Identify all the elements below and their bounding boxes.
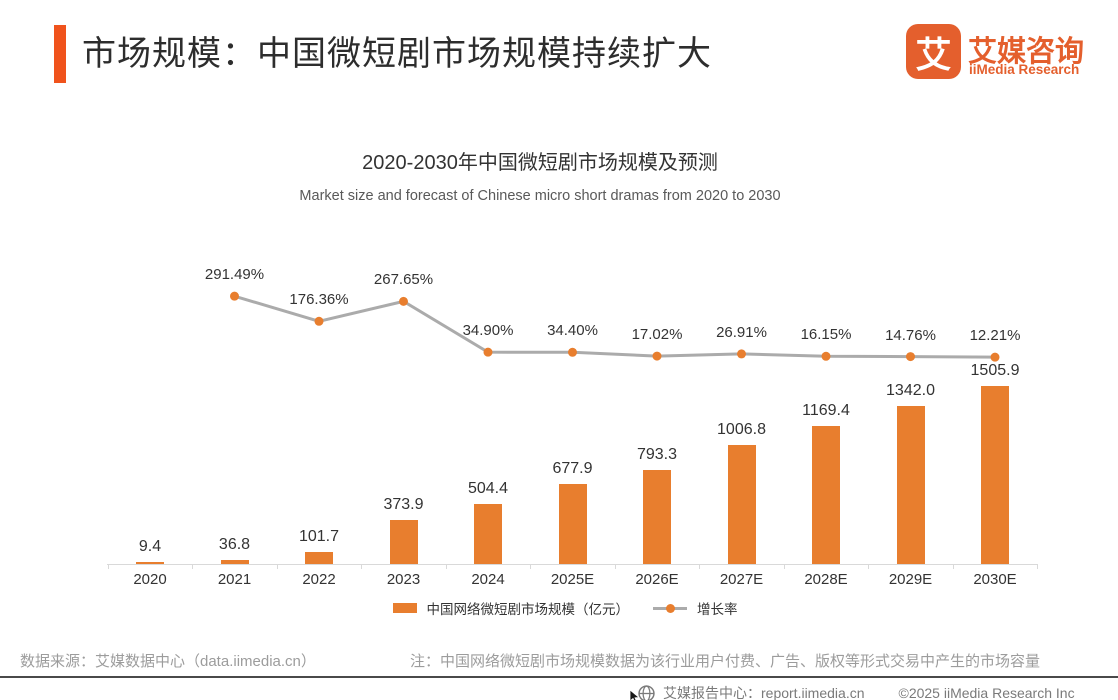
globe-icon bbox=[638, 684, 655, 700]
report-center-link[interactable]: 艾媒报告中心：report.iimedia.cn bbox=[663, 685, 865, 700]
growth-value-label: 26.91% bbox=[716, 323, 767, 341]
page-title: 市场规模：中国微短剧市场规模持续扩大 bbox=[82, 35, 712, 73]
x-axis-tick bbox=[192, 564, 194, 569]
growth-point-2028E bbox=[821, 351, 831, 361]
bar-2027E bbox=[727, 445, 756, 564]
x-axis-label: 2030E bbox=[973, 571, 1017, 588]
growth-value-label: 16.15% bbox=[800, 326, 852, 344]
copyright-text: ©2025 iiMedia Research Inc bbox=[898, 685, 1075, 700]
bar-2020 bbox=[136, 562, 164, 564]
x-axis-label: 2020 bbox=[133, 571, 167, 588]
data-source-text: 数据来源：艾媒数据中心（data.iimedia.cn） bbox=[20, 653, 316, 670]
x-axis-label: 2023 bbox=[386, 571, 421, 588]
x-axis-tick bbox=[530, 564, 532, 569]
x-axis-tick bbox=[107, 564, 109, 569]
footnote-text: 注：中国网络微短剧市场规模数据为该行业用户付费、广告、版权等形式交易中产生的市场… bbox=[410, 653, 1041, 670]
bar-2026E bbox=[643, 470, 671, 564]
growth-point-2030E bbox=[990, 352, 1000, 362]
x-axis-tick bbox=[614, 564, 616, 569]
bar-value-label: 101.7 bbox=[298, 527, 340, 545]
iimedia-logo: 艾 艾媒咨询 iiMedia Research bbox=[906, 24, 1106, 84]
bar-value-label: 36.8 bbox=[218, 535, 251, 553]
growth-point-2027E bbox=[737, 349, 746, 359]
growth-value-label: 34.90% bbox=[462, 322, 514, 340]
growth-point-2021 bbox=[230, 291, 239, 301]
bar-value-label: 9.4 bbox=[138, 538, 162, 555]
bar-value-label: 677.9 bbox=[552, 460, 593, 477]
bar-value-label: 1169.4 bbox=[802, 402, 850, 419]
growth-point-2022 bbox=[314, 316, 324, 326]
chart-title: 2020-2030年中国微短剧市场规模及预测 bbox=[362, 152, 718, 174]
growth-value-label: 267.65% bbox=[373, 271, 434, 289]
x-axis-tick bbox=[868, 564, 870, 569]
x-axis-label: 2025E bbox=[550, 571, 595, 588]
x-axis-tick bbox=[361, 564, 363, 569]
growth-value-label: 34.40% bbox=[547, 322, 598, 340]
growth-point-2023 bbox=[399, 296, 408, 306]
bar-value-label: 1342.0 bbox=[886, 381, 935, 399]
bar-value-label: 1006.8 bbox=[717, 421, 766, 439]
bar-2030E bbox=[981, 386, 1009, 564]
bar-value-label: 504.4 bbox=[467, 480, 509, 498]
bar-value-label: 793.3 bbox=[636, 446, 678, 464]
growth-value-label: 14.76% bbox=[885, 326, 936, 344]
x-axis-label: 2026E bbox=[635, 571, 679, 588]
line-series-marker-icon bbox=[653, 603, 687, 613]
chart-legend: 中国网络微短剧市场规模（亿元） 增长率 bbox=[0, 598, 1118, 618]
chart-subtitle: Market size and forecast of Chinese micr… bbox=[299, 188, 781, 204]
bar-2029E bbox=[896, 405, 925, 564]
x-axis-tick bbox=[952, 564, 954, 569]
bar-value-label: 373.9 bbox=[383, 495, 424, 513]
bar-2023 bbox=[389, 519, 418, 564]
logo-name-en: iiMedia Research bbox=[969, 62, 1080, 77]
bar-2025E bbox=[558, 484, 587, 564]
growth-value-label: 176.36% bbox=[289, 291, 349, 309]
growth-point-2029E bbox=[906, 352, 915, 362]
x-axis-tick bbox=[783, 564, 785, 569]
x-axis-label: 2021 bbox=[217, 571, 252, 588]
x-axis-tick bbox=[1037, 564, 1039, 569]
growth-point-2024 bbox=[483, 347, 493, 357]
iimedia-logo-icon: 艾 bbox=[906, 24, 961, 79]
x-axis-label: 2029E bbox=[888, 571, 933, 588]
x-axis-label: 2028E bbox=[804, 571, 848, 588]
bar-2021 bbox=[220, 559, 249, 564]
growth-value-label: 12.21% bbox=[969, 327, 1021, 345]
bar-value-label: 1505.9 bbox=[970, 362, 1020, 380]
x-axis-tick bbox=[276, 564, 278, 569]
growth-point-2026E bbox=[652, 351, 662, 361]
x-axis-tick bbox=[699, 564, 701, 569]
growth-value-label: 17.02% bbox=[631, 326, 683, 344]
bar-series-label: 中国网络微短剧市场规模（亿元） bbox=[426, 602, 630, 617]
growth-point-2025E bbox=[568, 347, 577, 357]
mouse-cursor-icon bbox=[629, 689, 641, 700]
x-axis-tick bbox=[445, 564, 447, 569]
footer-divider bbox=[0, 676, 1118, 678]
x-axis-label: 2027E bbox=[719, 571, 764, 588]
bar-2022 bbox=[305, 551, 333, 564]
bar-2028E bbox=[812, 426, 840, 564]
x-axis-line bbox=[107, 564, 1038, 565]
title-accent-bar bbox=[54, 25, 66, 83]
x-axis-label: 2024 bbox=[471, 571, 505, 588]
growth-value-label: 291.49% bbox=[204, 266, 265, 284]
bar-2024 bbox=[474, 504, 502, 564]
line-series-label: 增长率 bbox=[697, 602, 738, 617]
logo-name-cn: 艾媒咨询 bbox=[968, 36, 1085, 68]
bar-series-swatch bbox=[392, 603, 417, 613]
bottom-bar: 艾媒报告中心：report.iimedia.cn ©2025 iiMedia R… bbox=[638, 683, 1075, 700]
x-axis-label: 2022 bbox=[302, 571, 336, 588]
